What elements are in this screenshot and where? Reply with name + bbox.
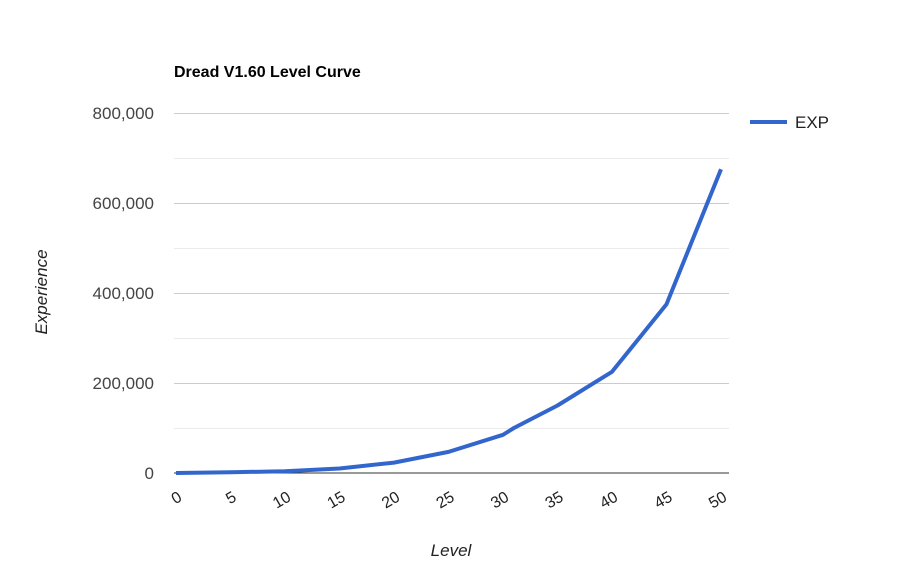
chart-title: Dread V1.60 Level Curve	[174, 64, 361, 81]
gridlines	[174, 113, 729, 429]
x-tick-label: 15	[325, 489, 349, 513]
x-tick-label: 0	[169, 489, 185, 508]
x-tick-label: 40	[597, 489, 621, 513]
y-axis-ticks: 0 200,000 400,000 600,000 800,000	[93, 104, 154, 483]
x-tick-label: 30	[488, 489, 512, 513]
x-tick-label: 10	[270, 489, 294, 513]
x-axis-title: Level	[431, 541, 473, 560]
x-axis-ticks: 0 5 10 15 20 25 30 35 40 45 50	[169, 489, 730, 513]
series-line-exp[interactable]	[175, 168, 723, 475]
x-tick-label: 5	[223, 489, 239, 508]
x-tick-label: 50	[706, 489, 730, 513]
x-tick-label: 45	[652, 489, 676, 513]
legend-label-exp: EXP	[795, 113, 829, 132]
y-tick-label: 200,000	[93, 374, 154, 393]
x-tick-label: 35	[543, 489, 567, 513]
legend[interactable]: EXP	[750, 113, 829, 132]
y-tick-label: 800,000	[93, 104, 154, 123]
y-tick-label: 400,000	[93, 284, 154, 303]
y-tick-label: 600,000	[93, 194, 154, 213]
x-tick-label: 20	[379, 489, 403, 513]
x-tick-label: 25	[434, 489, 458, 513]
y-axis-title: Experience	[32, 249, 51, 334]
y-tick-label: 0	[145, 464, 154, 483]
